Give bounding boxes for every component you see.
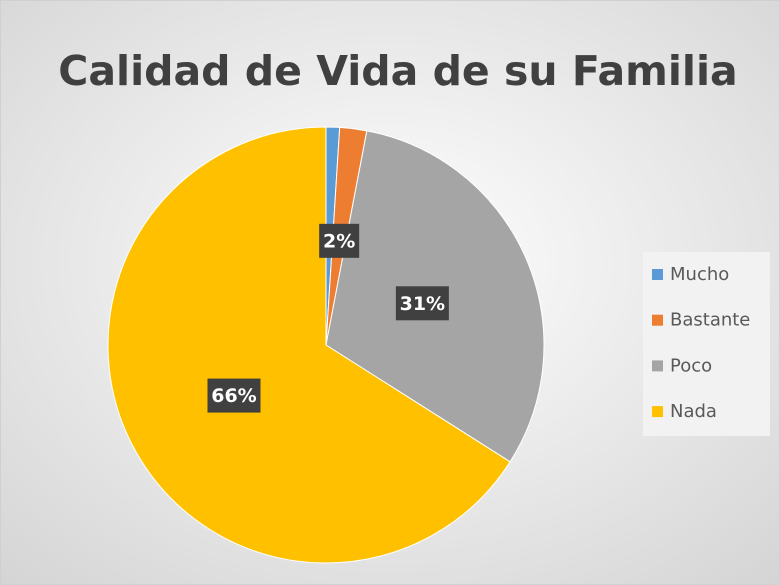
legend-swatch [652, 269, 663, 280]
legend-swatch [652, 360, 663, 372]
legend-label: Nada [670, 401, 717, 422]
legend-label: Bastante [670, 310, 750, 331]
data-label: 2% [323, 230, 355, 252]
chart-title: Calidad de Vida de su Familia [58, 47, 737, 95]
data-label: 31% [400, 293, 445, 315]
data-label-box [207, 378, 261, 413]
data-label-box [395, 286, 449, 321]
legend-swatch [652, 406, 663, 418]
legend-label: Mucho [670, 264, 729, 285]
data-label: 66% [211, 385, 256, 407]
legend-swatch [652, 314, 663, 326]
data-label-box [319, 223, 360, 258]
legend-box [643, 252, 770, 436]
legend-label: Poco [670, 355, 712, 376]
pie-slice [107, 126, 511, 564]
